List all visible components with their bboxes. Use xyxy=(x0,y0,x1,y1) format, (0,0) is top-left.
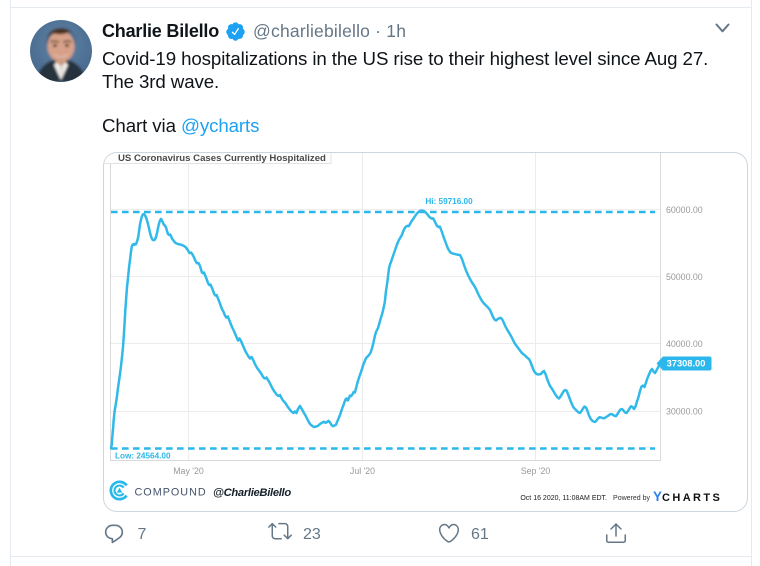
svg-text:Low: 24564.00: Low: 24564.00 xyxy=(115,452,171,461)
svg-text:60000.00: 60000.00 xyxy=(666,205,703,215)
svg-text:Sep '20: Sep '20 xyxy=(521,466,551,476)
svg-text:May '20: May '20 xyxy=(173,466,204,476)
svg-text:@CharlieBilello: @CharlieBilello xyxy=(213,487,291,499)
svg-text:Jul '20: Jul '20 xyxy=(350,466,375,476)
svg-text:50000.00: 50000.00 xyxy=(666,272,703,282)
svg-text:40000.00: 40000.00 xyxy=(666,339,703,349)
svg-text:Oct 16 2020, 11:08AM EDT.: Oct 16 2020, 11:08AM EDT. xyxy=(520,495,607,502)
svg-text:30000.00: 30000.00 xyxy=(666,407,703,417)
svg-text:US Coronavirus Cases Currently: US Coronavirus Cases Currently Hospitali… xyxy=(118,153,326,164)
svg-text:37308.00: 37308.00 xyxy=(667,359,706,369)
svg-text:CHARTS: CHARTS xyxy=(662,492,722,504)
svg-text:Hi: 59716.00: Hi: 59716.00 xyxy=(425,197,473,206)
svg-text:Y: Y xyxy=(653,489,662,504)
svg-text:Powered by: Powered by xyxy=(613,495,650,502)
svg-text:COMPOUND: COMPOUND xyxy=(135,487,207,499)
